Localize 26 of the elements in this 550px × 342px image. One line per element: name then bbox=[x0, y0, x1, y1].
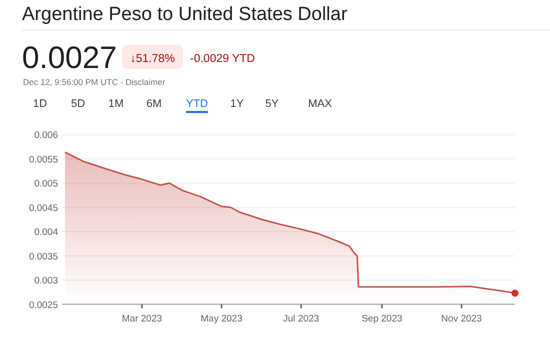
text: 1Y bbox=[230, 98, 244, 110]
text: 1M bbox=[108, 98, 124, 110]
y-tick-label: 0.0035 bbox=[28, 251, 58, 262]
y-tick-label: 0.005 bbox=[34, 178, 58, 190]
text: MAX bbox=[308, 98, 333, 110]
text: ↓51.78% bbox=[130, 53, 175, 65]
x-tick-label: Sep 2023 bbox=[362, 313, 402, 324]
x-tick-label: Jul 2023 bbox=[283, 313, 320, 324]
x-tick-label: Mar 2023 bbox=[122, 313, 162, 324]
chart-title: Argentine Peso to United States Dollar bbox=[22, 4, 348, 25]
y-tick-label: 0.003 bbox=[34, 276, 58, 287]
text: -0.0029 YTD bbox=[190, 53, 255, 65]
y-tick-label: 0.0055 bbox=[28, 154, 58, 166]
text: 6M bbox=[146, 98, 162, 110]
text: 0.0027 bbox=[22, 40, 117, 75]
text: Dec 12, 9:56:00 PM UTC · Disclaimer bbox=[23, 77, 166, 87]
y-tick-label: 0.0045 bbox=[28, 202, 58, 214]
y-tick-label: 0.004 bbox=[34, 227, 58, 238]
x-tick-label: Nov 2023 bbox=[441, 313, 482, 324]
y-tick-label: 0.0025 bbox=[28, 300, 58, 311]
x-tick-label: May 2023 bbox=[200, 313, 242, 324]
text: 1D bbox=[32, 98, 48, 110]
y-tick-label: 0.006 bbox=[34, 130, 58, 142]
text: 5D bbox=[70, 98, 86, 110]
text: YTD bbox=[186, 98, 208, 110]
text: 5Y bbox=[265, 98, 280, 110]
